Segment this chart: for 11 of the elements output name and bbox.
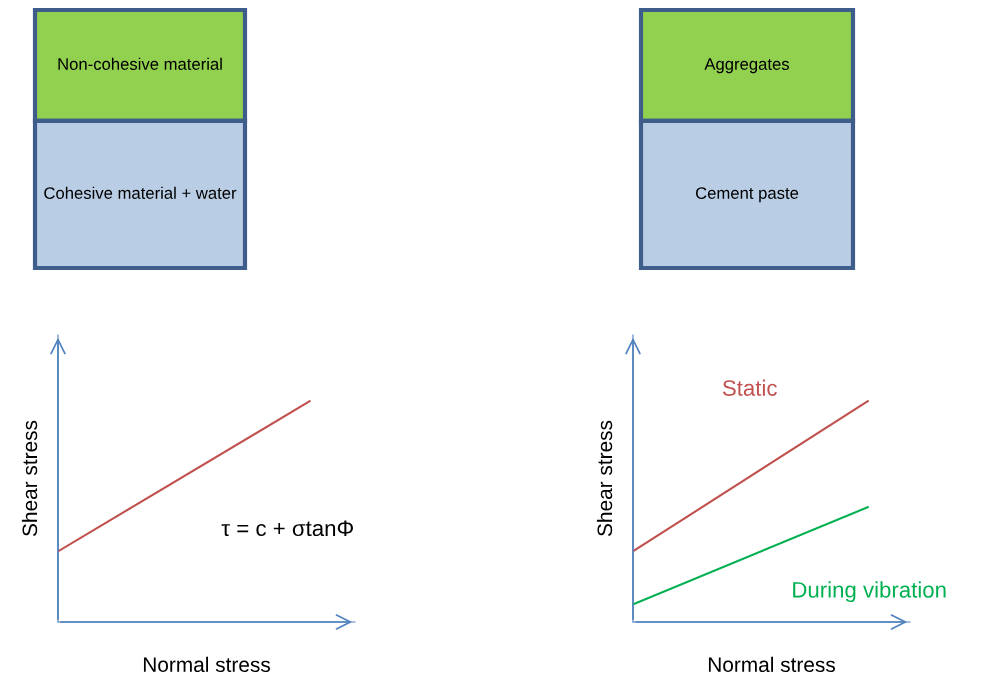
x-axis-title: Normal stress <box>708 656 835 673</box>
series-label: During vibration <box>793 581 946 603</box>
text: Cohesive material + water <box>44 186 237 199</box>
annotation: τ = c + σtanΦ <box>221 520 353 537</box>
y-axis-title: Shear stress <box>21 420 38 537</box>
x-axis-title: Normal stress <box>143 656 270 673</box>
text: Static <box>722 379 777 396</box>
text: Cement paste <box>695 187 799 203</box>
y-axis-title: Shear stress <box>596 420 613 537</box>
text: Non-cohesive material <box>58 57 222 70</box>
text: Aggregates <box>704 58 790 74</box>
